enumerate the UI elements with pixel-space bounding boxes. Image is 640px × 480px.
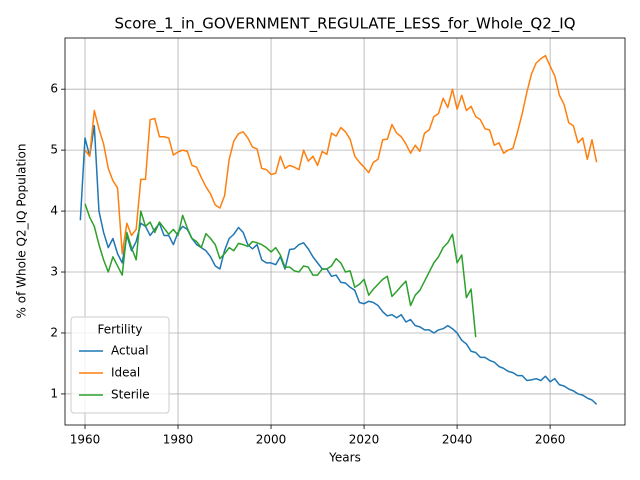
y-tick-label: 3 — [50, 265, 58, 279]
legend-box — [70, 316, 170, 414]
legend-title: Fertility — [97, 323, 142, 337]
legend-label: Ideal — [111, 366, 140, 380]
y-tick-label: 1 — [50, 386, 58, 400]
legend-label: Actual — [111, 344, 149, 358]
y-tick-label: 6 — [50, 82, 58, 96]
y-tick-label: 2 — [50, 325, 58, 339]
x-tick-label: 2040 — [442, 433, 473, 447]
x-tick-label: 2060 — [535, 433, 566, 447]
y-tick-label: 4 — [50, 204, 58, 218]
x-tick-label: 2000 — [256, 433, 287, 447]
y-tick-label: 5 — [50, 143, 58, 157]
x-tick-label: 1980 — [163, 433, 194, 447]
chart-title: Score_1_in_GOVERNMENT_REGULATE_LESS_for_… — [114, 15, 575, 34]
x-tick-label: 2020 — [349, 433, 380, 447]
legend-label: Sterile — [111, 388, 150, 402]
x-axis-label: Years — [328, 451, 361, 465]
plot-lines — [79, 54, 598, 405]
series-line — [79, 125, 598, 405]
y-axis-label: % of Whole Q2_IQ Population — [15, 144, 29, 319]
x-tick-label: 1960 — [70, 433, 101, 447]
legend: Fertility Actual Ideal Sterile — [70, 316, 170, 414]
series-line — [84, 54, 598, 255]
grid: 1960 1980 2000 2020 2040 2060 1 2 3 4 5 6 — [50, 38, 625, 447]
series-line — [84, 203, 477, 338]
plot-frame — [64, 37, 626, 426]
